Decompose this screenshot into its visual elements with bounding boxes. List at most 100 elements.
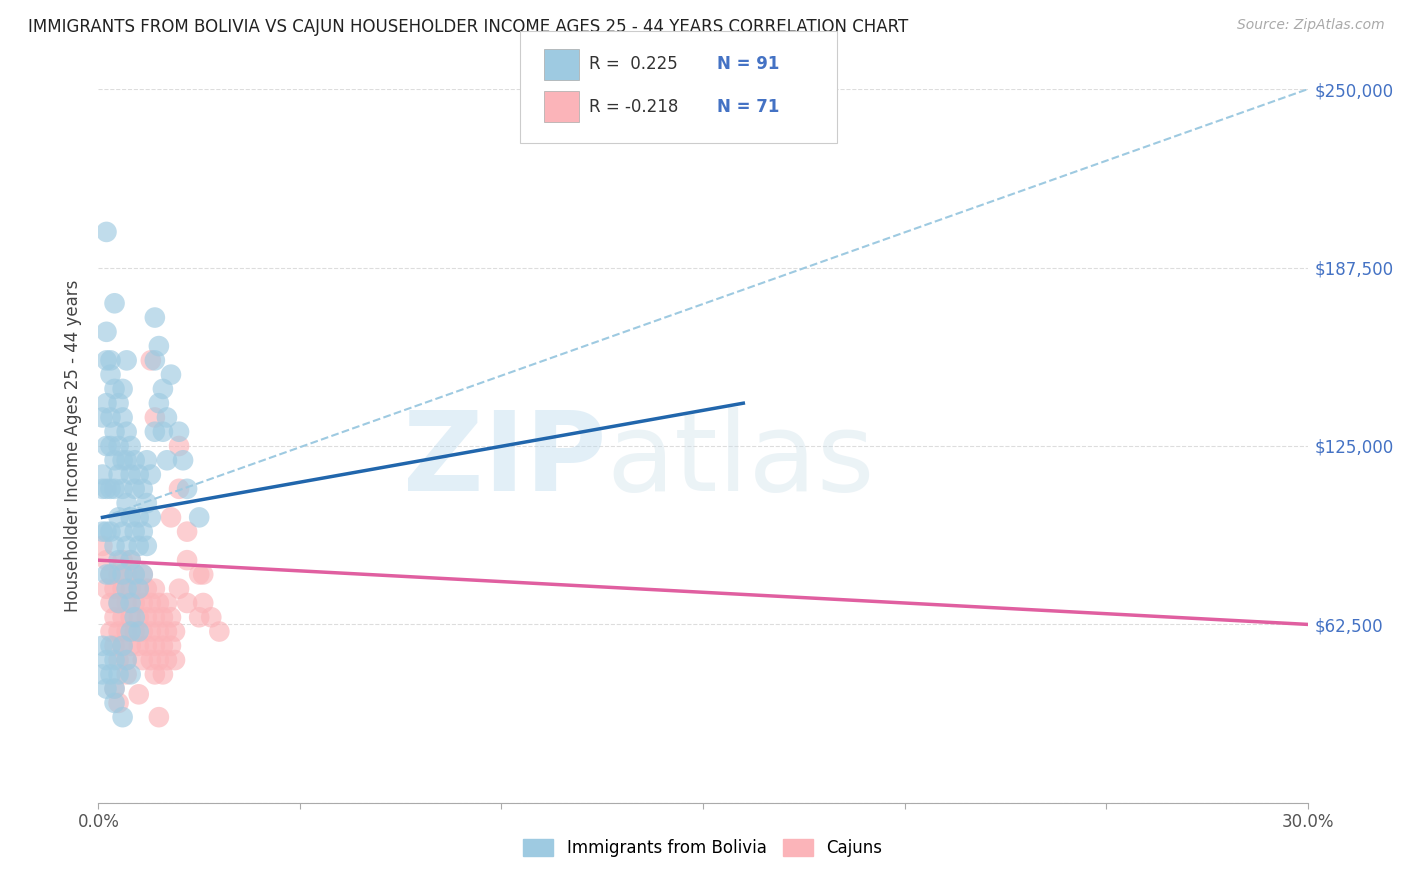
Point: [139, 624, 162, 639]
Point: [152, 425, 174, 439]
Point: [100, 524, 122, 539]
Point: [111, 382, 134, 396]
Point: [107, 567, 129, 582]
Point: [143, 582, 166, 596]
Text: N = 91: N = 91: [717, 55, 779, 73]
Point: [91, 482, 114, 496]
Point: [111, 567, 134, 582]
Point: [100, 368, 122, 382]
Point: [100, 639, 122, 653]
Point: [128, 510, 150, 524]
Point: [96, 524, 118, 539]
Y-axis label: Householder Income Ages 25 - 44 years: Householder Income Ages 25 - 44 years: [65, 280, 83, 612]
Text: Source: ZipAtlas.com: Source: ZipAtlas.com: [1237, 18, 1385, 32]
Point: [91, 667, 114, 681]
Point: [120, 582, 142, 596]
Point: [124, 524, 146, 539]
Point: [103, 539, 125, 553]
Point: [103, 639, 125, 653]
Point: [143, 667, 166, 681]
Point: [132, 567, 155, 582]
Point: [135, 453, 157, 467]
Point: [96, 681, 118, 696]
Point: [148, 653, 170, 667]
Point: [96, 567, 118, 582]
Text: IMMIGRANTS FROM BOLIVIA VS CAJUN HOUSEHOLDER INCOME AGES 25 - 44 YEARS CORRELATI: IMMIGRANTS FROM BOLIVIA VS CAJUN HOUSEHO…: [28, 18, 908, 36]
Point: [143, 639, 166, 653]
Point: [103, 681, 125, 696]
Point: [91, 467, 114, 482]
Point: [96, 396, 118, 410]
Point: [91, 539, 114, 553]
Point: [111, 453, 134, 467]
Point: [120, 667, 142, 681]
Point: [120, 610, 142, 624]
Point: [148, 710, 170, 724]
Point: [156, 410, 179, 425]
Point: [111, 639, 134, 653]
Point: [96, 439, 118, 453]
Point: [103, 681, 125, 696]
Point: [156, 653, 179, 667]
Point: [107, 624, 129, 639]
Point: [124, 453, 146, 467]
Point: [152, 667, 174, 681]
Point: [107, 596, 129, 610]
Point: [107, 653, 129, 667]
Point: [148, 339, 170, 353]
Point: [100, 353, 122, 368]
Point: [160, 639, 183, 653]
Point: [135, 610, 157, 624]
Point: [107, 467, 129, 482]
Point: [148, 624, 170, 639]
Point: [139, 510, 162, 524]
Point: [167, 482, 190, 496]
Point: [176, 596, 198, 610]
Point: [143, 425, 166, 439]
Point: [115, 539, 138, 553]
Point: [139, 353, 162, 368]
Point: [128, 582, 150, 596]
Text: R =  0.225: R = 0.225: [589, 55, 678, 73]
Point: [115, 453, 138, 467]
Point: [120, 624, 142, 639]
Point: [96, 553, 118, 567]
Point: [103, 296, 125, 310]
Point: [176, 482, 198, 496]
Text: N = 71: N = 71: [717, 98, 779, 116]
Point: [200, 610, 222, 624]
Point: [139, 653, 162, 667]
Point: [128, 582, 150, 596]
Point: [96, 482, 118, 496]
Point: [143, 410, 166, 425]
Point: [132, 482, 155, 496]
Point: [208, 624, 231, 639]
Point: [172, 453, 194, 467]
Point: [124, 482, 146, 496]
Point: [91, 524, 114, 539]
Point: [115, 425, 138, 439]
Point: [111, 610, 134, 624]
Point: [167, 582, 190, 596]
Point: [103, 610, 125, 624]
Point: [128, 610, 150, 624]
Point: [188, 610, 211, 624]
Point: [188, 567, 211, 582]
Point: [176, 553, 198, 567]
Point: [100, 624, 122, 639]
Point: [143, 353, 166, 368]
Point: [115, 653, 138, 667]
Point: [128, 467, 150, 482]
Point: [115, 667, 138, 681]
Point: [160, 368, 183, 382]
Point: [167, 425, 190, 439]
Point: [107, 439, 129, 453]
Point: [163, 624, 186, 639]
Point: [100, 567, 122, 582]
Point: [91, 410, 114, 425]
Point: [120, 439, 142, 453]
Point: [156, 624, 179, 639]
Point: [115, 596, 138, 610]
Point: [111, 410, 134, 425]
Point: [107, 696, 129, 710]
